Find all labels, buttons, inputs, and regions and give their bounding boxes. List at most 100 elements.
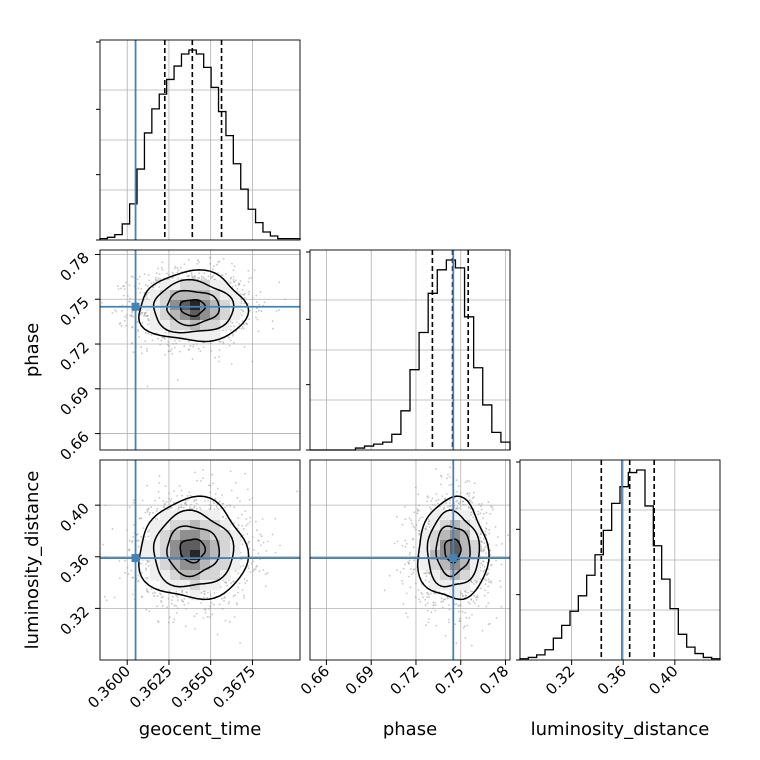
- sample-point: [407, 561, 409, 564]
- histogram-luminosity_distance: [519, 469, 721, 660]
- sample-point: [228, 336, 231, 339]
- sample-point: [393, 542, 396, 545]
- sample-point: [183, 598, 186, 600]
- sample-point: [237, 517, 240, 519]
- sample-point: [439, 505, 441, 508]
- ylabel-phase: phase: [22, 323, 43, 377]
- sample-point: [236, 287, 239, 290]
- sample-point: [145, 577, 148, 580]
- sample-point: [418, 533, 421, 536]
- sample-point: [469, 508, 472, 510]
- sample-point: [458, 485, 460, 487]
- density-cell: [470, 530, 481, 541]
- sample-point: [257, 539, 260, 542]
- sample-point: [246, 533, 249, 535]
- sample-point: [404, 563, 406, 565]
- sample-point: [164, 353, 167, 356]
- sample-point: [213, 592, 216, 595]
- sample-point: [241, 513, 243, 516]
- sample-point: [253, 549, 255, 551]
- sample-point: [169, 590, 171, 593]
- density-cell: [200, 560, 211, 571]
- sample-point: [423, 572, 426, 575]
- sample-point: [212, 268, 214, 271]
- sample-point: [455, 603, 458, 605]
- sample-point: [468, 505, 470, 508]
- sample-point: [455, 508, 457, 510]
- sample-point: [485, 605, 488, 608]
- sample-point: [404, 539, 406, 542]
- sample-point: [162, 604, 164, 607]
- sample-point: [458, 617, 461, 620]
- sample-point: [146, 314, 149, 317]
- sample-point: [150, 282, 153, 285]
- density-cell: [160, 550, 171, 561]
- contour-geocent_time-luminosity_distance-3: [179, 538, 207, 564]
- sample-point: [261, 518, 264, 520]
- sample-point: [173, 267, 176, 270]
- density-cell: [230, 300, 241, 311]
- sample-point: [271, 533, 274, 536]
- sample-point: [272, 327, 274, 330]
- sample-point: [171, 271, 174, 274]
- sample-point: [225, 273, 227, 275]
- sample-point: [444, 598, 446, 601]
- density-cell: [160, 280, 171, 291]
- sample-point: [199, 480, 202, 482]
- sample-point: [181, 600, 184, 603]
- sample-point: [191, 276, 194, 279]
- sample-point: [181, 592, 183, 594]
- sample-point: [222, 258, 225, 260]
- sample-point: [157, 490, 160, 493]
- panel-frame-phase-luminosity_distance: [309, 459, 511, 661]
- sample-point: [471, 501, 474, 504]
- density-cell: [460, 580, 471, 591]
- sample-point: [141, 499, 144, 502]
- sample-point: [162, 500, 165, 503]
- sample-point: [466, 479, 469, 482]
- sample-point: [136, 580, 139, 583]
- sample-point: [146, 576, 149, 579]
- sample-point: [232, 276, 235, 278]
- sample-point: [222, 341, 225, 343]
- density-geocent_time-phase: [100, 256, 286, 388]
- sample-point: [240, 327, 243, 330]
- sample-point: [404, 518, 407, 521]
- sample-point: [469, 590, 472, 592]
- density-cell: [200, 520, 211, 531]
- density-cell: [220, 520, 231, 531]
- density-cell: [200, 330, 211, 341]
- sample-point: [194, 471, 196, 474]
- sample-point: [217, 508, 220, 510]
- sample-point: [117, 285, 119, 287]
- sample-point: [192, 343, 195, 346]
- sample-point: [176, 596, 179, 599]
- sample-point: [214, 497, 217, 500]
- sample-point: [388, 574, 391, 577]
- sample-point: [196, 263, 199, 265]
- sample-point: [413, 559, 415, 562]
- sample-point: [418, 504, 420, 507]
- sample-point: [125, 314, 128, 316]
- sample-point: [426, 495, 429, 498]
- density-cell: [200, 580, 211, 591]
- sample-point: [137, 539, 140, 542]
- sample-point: [196, 507, 198, 510]
- sample-point: [425, 624, 427, 627]
- sample-point: [247, 523, 249, 525]
- density-cell: [180, 300, 191, 311]
- sample-point: [447, 621, 450, 624]
- sample-point: [249, 309, 251, 312]
- sample-point: [209, 484, 212, 487]
- sample-point: [247, 542, 249, 545]
- sample-point: [484, 578, 486, 580]
- sample-point: [132, 316, 135, 318]
- sample-point: [113, 596, 116, 599]
- sample-point: [274, 551, 277, 554]
- sample-point: [406, 616, 409, 618]
- sample-point: [193, 505, 196, 508]
- sample-point: [198, 277, 201, 279]
- sample-point: [240, 308, 243, 311]
- sample-point: [165, 501, 168, 503]
- sample-point: [234, 481, 237, 484]
